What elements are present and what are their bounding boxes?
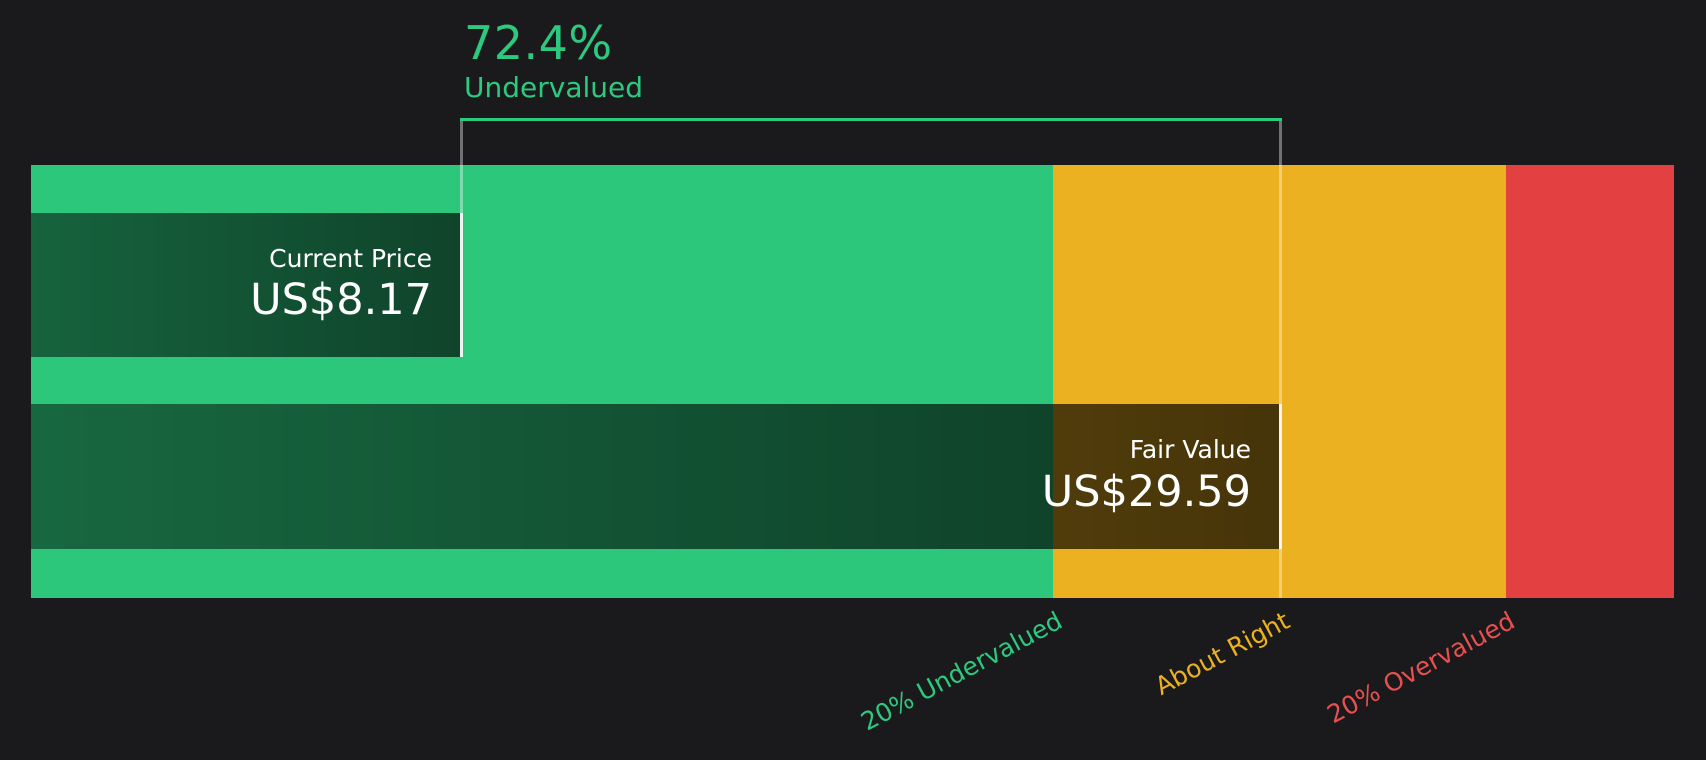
axis-label-about-right: About Right: [1150, 606, 1295, 701]
axis-label-undervalued: 20% Undervalued: [855, 606, 1067, 737]
discount-percent: 72.4%: [464, 16, 613, 70]
fair-value-bar: Fair Value US$29.59: [31, 404, 1282, 549]
fair-value-title: Fair Value: [1129, 435, 1251, 465]
current-price-value: US$8.17: [250, 275, 432, 326]
discount-label: Undervalued: [464, 70, 644, 104]
current-price-marker-line: [460, 118, 463, 215]
zone-overvalued: [1506, 165, 1674, 598]
discount-block: 72.4% Undervalued: [464, 16, 644, 104]
current-price-bar: Current Price US$8.17: [31, 213, 463, 357]
fair-value-marker-line: [1279, 118, 1282, 598]
axis-label-overvalued: 20% Overvalued: [1322, 606, 1520, 730]
fair-value-value: US$29.59: [1041, 466, 1251, 517]
current-price-title: Current Price: [269, 243, 432, 273]
bracket-line: [460, 118, 1282, 121]
